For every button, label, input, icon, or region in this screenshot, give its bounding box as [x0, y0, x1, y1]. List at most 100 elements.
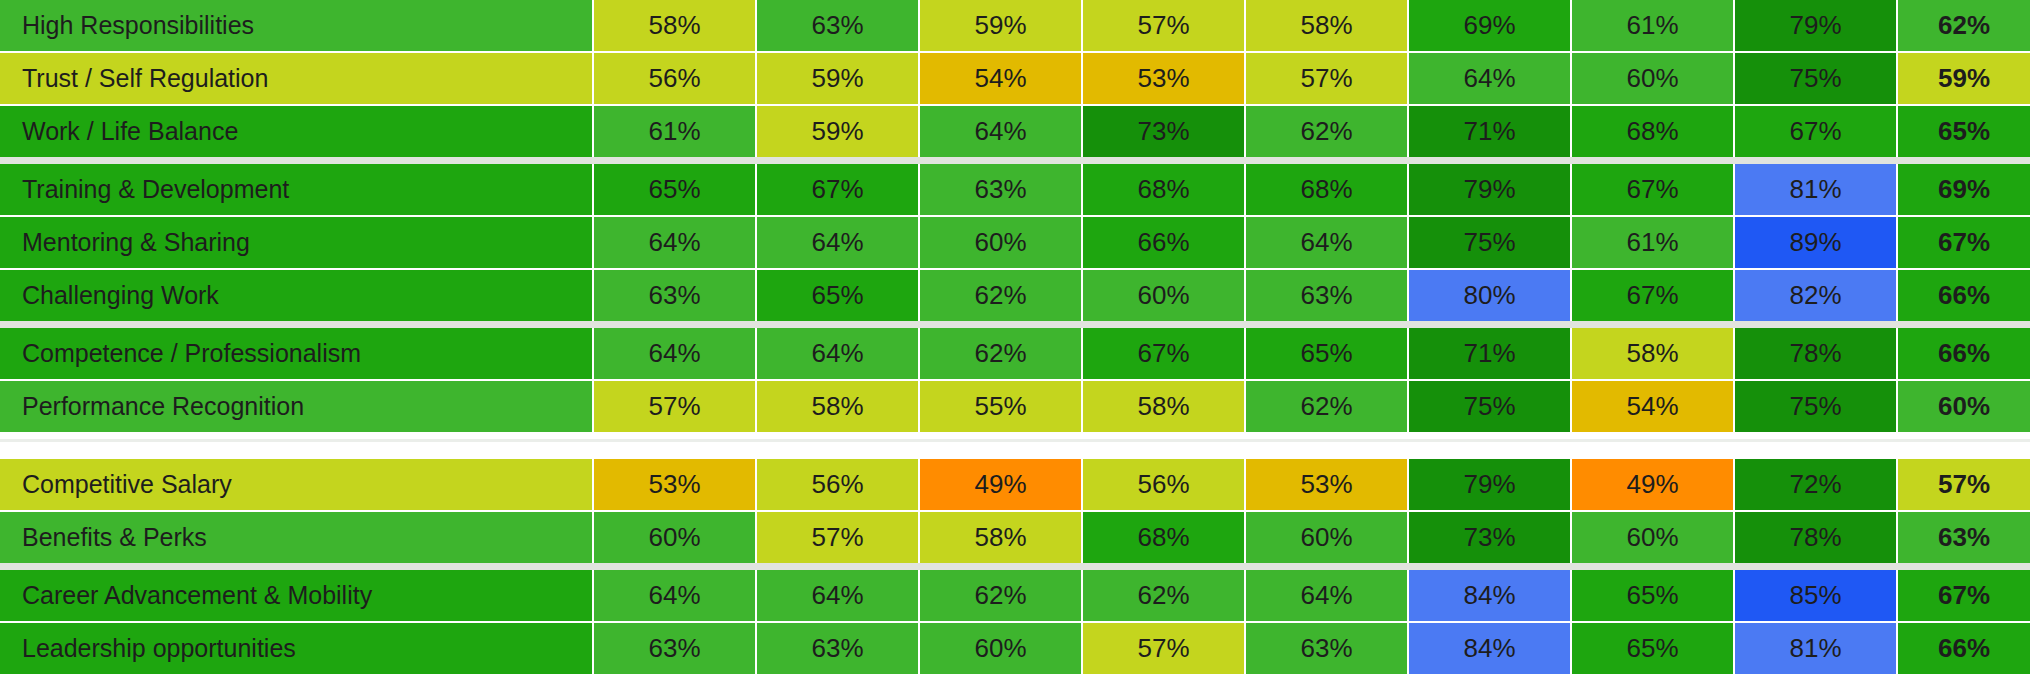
- total-cell: 65%: [1898, 106, 2030, 157]
- value-cell: 62%: [920, 328, 1081, 379]
- value-cell: 58%: [920, 512, 1081, 563]
- value-cell: 53%: [1246, 459, 1407, 510]
- table-row: Competitive Salary53%56%49%56%53%79%49%7…: [0, 459, 2030, 510]
- value-cell: 62%: [1246, 381, 1407, 432]
- value-cell: 59%: [920, 0, 1081, 51]
- value-cell: 57%: [1083, 623, 1244, 674]
- total-cell: 67%: [1898, 570, 2030, 621]
- value-cell: 71%: [1409, 106, 1570, 157]
- row-label: Benefits & Perks: [0, 512, 592, 563]
- value-cell: 64%: [1409, 53, 1570, 104]
- value-cell: 60%: [920, 217, 1081, 268]
- row-group: High Responsibilities58%63%59%57%58%69%6…: [0, 0, 2030, 157]
- value-cell: 68%: [1572, 106, 1733, 157]
- value-cell: 49%: [1572, 459, 1733, 510]
- section-gap: [0, 432, 2030, 459]
- value-cell: 59%: [757, 53, 918, 104]
- value-cell: 65%: [757, 270, 918, 321]
- value-cell: 82%: [1735, 270, 1896, 321]
- value-cell: 53%: [1083, 53, 1244, 104]
- value-cell: 75%: [1409, 217, 1570, 268]
- value-cell: 71%: [1409, 328, 1570, 379]
- value-cell: 64%: [594, 328, 755, 379]
- value-cell: 60%: [594, 512, 755, 563]
- table-row: Mentoring & Sharing64%64%60%66%64%75%61%…: [0, 217, 2030, 268]
- value-cell: 73%: [1083, 106, 1244, 157]
- table-row: High Responsibilities58%63%59%57%58%69%6…: [0, 0, 2030, 51]
- value-cell: 54%: [920, 53, 1081, 104]
- value-cell: 81%: [1735, 164, 1896, 215]
- value-cell: 54%: [1572, 381, 1733, 432]
- value-cell: 62%: [1083, 570, 1244, 621]
- value-cell: 63%: [1246, 270, 1407, 321]
- value-cell: 79%: [1409, 459, 1570, 510]
- total-cell: 69%: [1898, 164, 2030, 215]
- value-cell: 89%: [1735, 217, 1896, 268]
- total-cell: 63%: [1898, 512, 2030, 563]
- value-cell: 60%: [1083, 270, 1244, 321]
- value-cell: 73%: [1409, 512, 1570, 563]
- value-cell: 56%: [1083, 459, 1244, 510]
- total-cell: 67%: [1898, 217, 2030, 268]
- value-cell: 84%: [1409, 570, 1570, 621]
- value-cell: 63%: [1246, 623, 1407, 674]
- value-cell: 53%: [594, 459, 755, 510]
- value-cell: 79%: [1735, 0, 1896, 51]
- value-cell: 56%: [757, 459, 918, 510]
- group-separator: [0, 157, 2030, 164]
- value-cell: 67%: [1572, 270, 1733, 321]
- value-cell: 67%: [1083, 328, 1244, 379]
- value-cell: 63%: [594, 623, 755, 674]
- group-separator: [0, 563, 2030, 570]
- table-row: Leadership opportunities63%63%60%57%63%8…: [0, 623, 2030, 674]
- total-cell: 60%: [1898, 381, 2030, 432]
- row-label: Mentoring & Sharing: [0, 217, 592, 268]
- value-cell: 84%: [1409, 623, 1570, 674]
- table-row: Trust / Self Regulation56%59%54%53%57%64…: [0, 53, 2030, 104]
- value-cell: 78%: [1735, 328, 1896, 379]
- value-cell: 64%: [1246, 570, 1407, 621]
- value-cell: 66%: [1083, 217, 1244, 268]
- value-cell: 68%: [1083, 512, 1244, 563]
- value-cell: 64%: [757, 217, 918, 268]
- value-cell: 58%: [1246, 0, 1407, 51]
- value-cell: 72%: [1735, 459, 1896, 510]
- table-row: Challenging Work63%65%62%60%63%80%67%82%…: [0, 270, 2030, 321]
- value-cell: 78%: [1735, 512, 1896, 563]
- table-row: Performance Recognition57%58%55%58%62%75…: [0, 381, 2030, 432]
- table-row: Career Advancement & Mobility64%64%62%62…: [0, 570, 2030, 621]
- row-label: Performance Recognition: [0, 381, 592, 432]
- value-cell: 60%: [1572, 512, 1733, 563]
- value-cell: 65%: [1246, 328, 1407, 379]
- row-label: Trust / Self Regulation: [0, 53, 592, 104]
- row-label: Career Advancement & Mobility: [0, 570, 592, 621]
- row-group: Training & Development65%67%63%68%68%79%…: [0, 164, 2030, 321]
- total-cell: 66%: [1898, 328, 2030, 379]
- value-cell: 61%: [1572, 0, 1733, 51]
- value-cell: 64%: [920, 106, 1081, 157]
- value-cell: 56%: [594, 53, 755, 104]
- row-label: Leadership opportunities: [0, 623, 592, 674]
- value-cell: 58%: [757, 381, 918, 432]
- row-group: Career Advancement & Mobility64%64%62%62…: [0, 570, 2030, 674]
- value-cell: 75%: [1409, 381, 1570, 432]
- value-cell: 60%: [920, 623, 1081, 674]
- value-cell: 60%: [1572, 53, 1733, 104]
- value-cell: 63%: [920, 164, 1081, 215]
- row-label: Competence / Professionalism: [0, 328, 592, 379]
- row-label: Work / Life Balance: [0, 106, 592, 157]
- row-label: High Responsibilities: [0, 0, 592, 51]
- table-row: Training & Development65%67%63%68%68%79%…: [0, 164, 2030, 215]
- row-label: Training & Development: [0, 164, 592, 215]
- value-cell: 58%: [1083, 381, 1244, 432]
- value-cell: 62%: [920, 270, 1081, 321]
- value-cell: 64%: [594, 570, 755, 621]
- value-cell: 57%: [757, 512, 918, 563]
- total-cell: 57%: [1898, 459, 2030, 510]
- value-cell: 61%: [1572, 217, 1733, 268]
- value-cell: 63%: [757, 0, 918, 51]
- total-cell: 59%: [1898, 53, 2030, 104]
- value-cell: 85%: [1735, 570, 1896, 621]
- value-cell: 58%: [594, 0, 755, 51]
- value-cell: 58%: [1572, 328, 1733, 379]
